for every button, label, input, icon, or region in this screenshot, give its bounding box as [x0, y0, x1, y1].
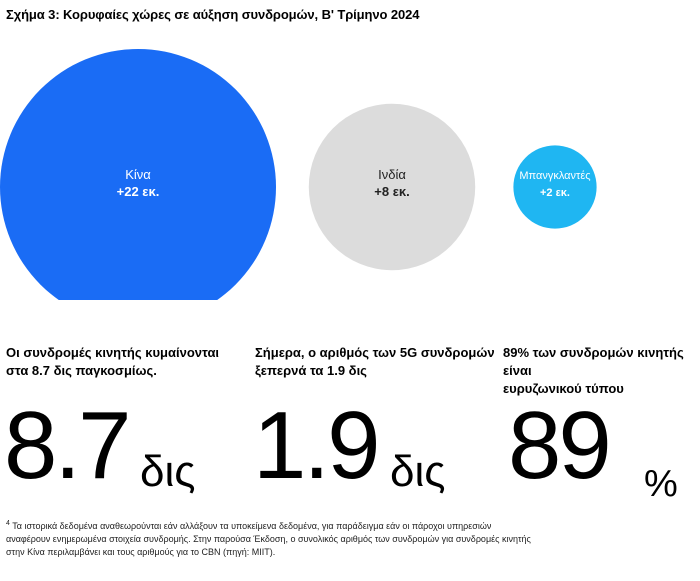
stat-caption-line: στα 8.7 δις παγκοσμίως.	[6, 363, 157, 378]
bubble-2: Ινδία +8 εκ.	[308, 103, 476, 271]
stat-unit-subscriptions: δις	[140, 447, 196, 496]
footnote: 4 Τα ιστορικά δεδομένα αναθεωρούνται εάν…	[6, 517, 566, 559]
footnote-marker: 4	[6, 520, 10, 527]
stat-unit-broadband: %	[644, 463, 678, 505]
stat-caption-broadband: 89% των συνδρομών κινητής είναι ευρυζωνι…	[503, 344, 700, 398]
bubble-value-label: +8 εκ.	[374, 184, 409, 199]
footnote-line: 4 Τα ιστορικά δεδομένα αναθεωρούνται εάν…	[6, 517, 566, 533]
bubble-country-label: Ινδία	[378, 167, 406, 182]
stat-caption-line: ξεπερνά τα 1.9 δις	[255, 363, 367, 378]
stat-caption-line: Οι συνδρομές κινητής κυμαίνονται	[6, 345, 220, 360]
footnote-line: αναφέρουν ενημερωμένα στοιχεία συνδρομής…	[6, 534, 531, 544]
stat-unit-5g: δις	[390, 447, 446, 496]
stat-caption-line: 89% των συνδρομών κινητής είναι	[503, 345, 684, 378]
footnote-line: στην Κίνα περιλαμβάνει και τους αριθμούς…	[6, 547, 276, 557]
stat-value-broadband: 89	[508, 392, 612, 499]
bubble-1: Κίνα +22 εκ.	[0, 49, 276, 300]
bubble-country-label: Μπανγκλαντές	[519, 170, 590, 182]
stat-caption-line: ευρυζωνικού τύπου	[503, 381, 624, 396]
chart-title: Σχήμα 3: Κορυφαίες χώρες σε αύξηση συνδρ…	[6, 7, 420, 22]
bubble-circle	[308, 103, 476, 271]
stat-caption-line: Σήμερα, ο αριθμός των 5G συνδρομών	[255, 345, 495, 360]
stat-value-5g: 1.9	[253, 392, 380, 499]
footnote-text: Τα ιστορικά δεδομένα αναθεωρούνται εάν α…	[12, 521, 492, 531]
stat-value-subscriptions: 8.7	[4, 392, 131, 499]
bubble-circle	[513, 145, 597, 229]
bubble-circle	[0, 49, 276, 300]
bubble-chart: Κίνα +22 εκ. Ινδία +8 εκ. Μπανγκλαντές +2 εκ.	[0, 49, 597, 300]
bubble-value-label: +2 εκ.	[540, 187, 570, 199]
stat-caption-subscriptions: Οι συνδρομές κινητής κυμαίνονται στα 8.7…	[6, 344, 219, 380]
bubble-3: Μπανγκλαντές +2 εκ.	[513, 145, 597, 229]
stat-caption-5g: Σήμερα, ο αριθμός των 5G συνδρομών ξεπερ…	[255, 344, 495, 380]
bubble-value-label: +22 εκ.	[117, 184, 160, 199]
bubble-country-label: Κίνα	[125, 167, 151, 182]
